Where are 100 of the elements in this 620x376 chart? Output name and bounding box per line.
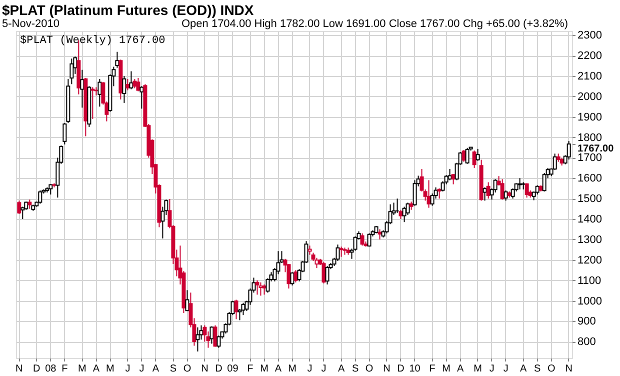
candlestick bbox=[367, 232, 372, 248]
y-tick-label: 1200 bbox=[578, 254, 602, 266]
x-tick-label: A bbox=[152, 364, 160, 374]
text: Open 1704.00 High 1782.00 Low 1691.00 Close 1767.00 Chg +65.00 (+3.82%) bbox=[181, 18, 568, 30]
candlestick bbox=[136, 78, 140, 92]
x-tick-label: S bbox=[170, 364, 177, 374]
candlestick bbox=[258, 282, 263, 296]
candlestick bbox=[196, 326, 200, 352]
candlestick bbox=[262, 284, 266, 296]
candlestick bbox=[28, 199, 32, 210]
y-tick-label: 1800 bbox=[578, 132, 602, 144]
candlestick bbox=[462, 149, 466, 162]
candlestick bbox=[339, 246, 344, 258]
candlestick bbox=[210, 326, 214, 344]
candlestick bbox=[325, 266, 330, 285]
candlestick bbox=[90, 86, 95, 120]
candlestick bbox=[476, 148, 480, 162]
x-tick-label: N bbox=[16, 364, 23, 374]
candlestick bbox=[234, 299, 238, 320]
x-tick-label: D bbox=[33, 364, 40, 374]
y-tick-label: 1000 bbox=[578, 295, 602, 308]
candlestick bbox=[451, 174, 456, 185]
candlestick bbox=[185, 290, 190, 312]
y-tick-label: 1900 bbox=[578, 111, 602, 124]
x-tick-label: M bbox=[78, 364, 86, 374]
y-tick-label: 800 bbox=[578, 336, 596, 348]
x-tick-label: 08 bbox=[45, 364, 57, 374]
y-tick-label: 2000 bbox=[578, 90, 602, 103]
x-tick-label: J bbox=[139, 364, 144, 374]
candlestick bbox=[412, 180, 417, 206]
candlestick bbox=[437, 188, 442, 200]
x-tick-label: F bbox=[247, 364, 254, 374]
x-tick-label: N bbox=[201, 364, 208, 374]
y-tick-label: 2200 bbox=[578, 50, 602, 62]
text: 5-Nov-2010 bbox=[2, 18, 60, 30]
x-tick-label: O bbox=[365, 364, 374, 374]
x-tick-label: 09 bbox=[227, 364, 239, 374]
candlestick bbox=[378, 228, 382, 240]
y-tick-label: 1500 bbox=[578, 193, 602, 206]
y-tick-label: 1600 bbox=[578, 172, 602, 185]
y-tick-label: 1700 bbox=[578, 152, 602, 164]
candlestick bbox=[566, 140, 571, 160]
candlestick bbox=[398, 209, 403, 220]
x-tick-label: J bbox=[307, 364, 312, 374]
x-tick-label: A bbox=[456, 364, 464, 374]
candlestick bbox=[504, 190, 508, 202]
x-tick-label: A bbox=[520, 364, 527, 374]
candlestick bbox=[524, 182, 529, 198]
chart-title: $PLAT (Platinum Futures (EOD)) INDX bbox=[2, 2, 254, 18]
candlestick bbox=[448, 168, 452, 181]
x-tick-label: M bbox=[442, 364, 450, 374]
x-tick-label: A bbox=[274, 364, 282, 374]
y-tick-label: 2300 bbox=[578, 30, 602, 42]
x-tick-label: J bbox=[321, 364, 326, 374]
candlestick bbox=[70, 58, 74, 85]
x-tick-label: M bbox=[474, 364, 482, 374]
y-tick-label: 1400 bbox=[578, 214, 602, 226]
x-tick-label: N bbox=[383, 364, 390, 374]
x-tick-label: M bbox=[288, 364, 296, 374]
x-tick-label: F bbox=[62, 364, 68, 374]
x-tick-label: M bbox=[106, 364, 114, 374]
x-tick-label: A bbox=[92, 364, 100, 374]
y-tick-label: 2100 bbox=[578, 70, 602, 82]
candlestick bbox=[500, 178, 504, 200]
candlestick bbox=[510, 188, 515, 200]
candlestick bbox=[213, 324, 218, 348]
x-tick-label: J bbox=[489, 364, 494, 374]
candlestick bbox=[294, 270, 298, 283]
candlestick bbox=[126, 78, 130, 91]
y-tick-label: 1300 bbox=[578, 234, 602, 246]
x-tick-label: 10 bbox=[409, 364, 421, 374]
candlestick bbox=[472, 150, 476, 168]
candlestick bbox=[360, 232, 364, 246]
candlestick bbox=[129, 70, 134, 90]
x-tick-label: S bbox=[352, 364, 359, 374]
y-tick-label: 900 bbox=[578, 316, 596, 328]
x-tick-label: A bbox=[338, 364, 345, 374]
candlestick bbox=[290, 272, 294, 286]
candlestick bbox=[38, 190, 42, 204]
x-tick-label: J bbox=[125, 364, 130, 374]
candlestick bbox=[115, 51, 120, 68]
candlestick bbox=[465, 147, 470, 164]
x-tick-label: F bbox=[429, 364, 436, 374]
candlestick bbox=[17, 200, 22, 214]
x-tick-label: D bbox=[215, 364, 222, 374]
y-tick-label: 1100 bbox=[578, 274, 602, 287]
x-tick-label: N bbox=[565, 364, 572, 374]
candlestick bbox=[552, 153, 557, 170]
x-tick-label: S bbox=[534, 364, 541, 374]
candlestick bbox=[48, 184, 53, 195]
annotation: $PLAT (Weekly) 1767.00 bbox=[20, 35, 166, 47]
candlestick bbox=[216, 335, 221, 348]
x-tick-label: M bbox=[260, 364, 268, 374]
candlestick bbox=[255, 280, 260, 296]
x-tick-label: D bbox=[397, 364, 404, 374]
candlestick bbox=[402, 206, 406, 223]
x-tick-label: O bbox=[183, 364, 192, 374]
x-tick-label: O bbox=[547, 364, 556, 374]
candlestick bbox=[322, 261, 326, 284]
x-tick-label: J bbox=[503, 364, 508, 374]
